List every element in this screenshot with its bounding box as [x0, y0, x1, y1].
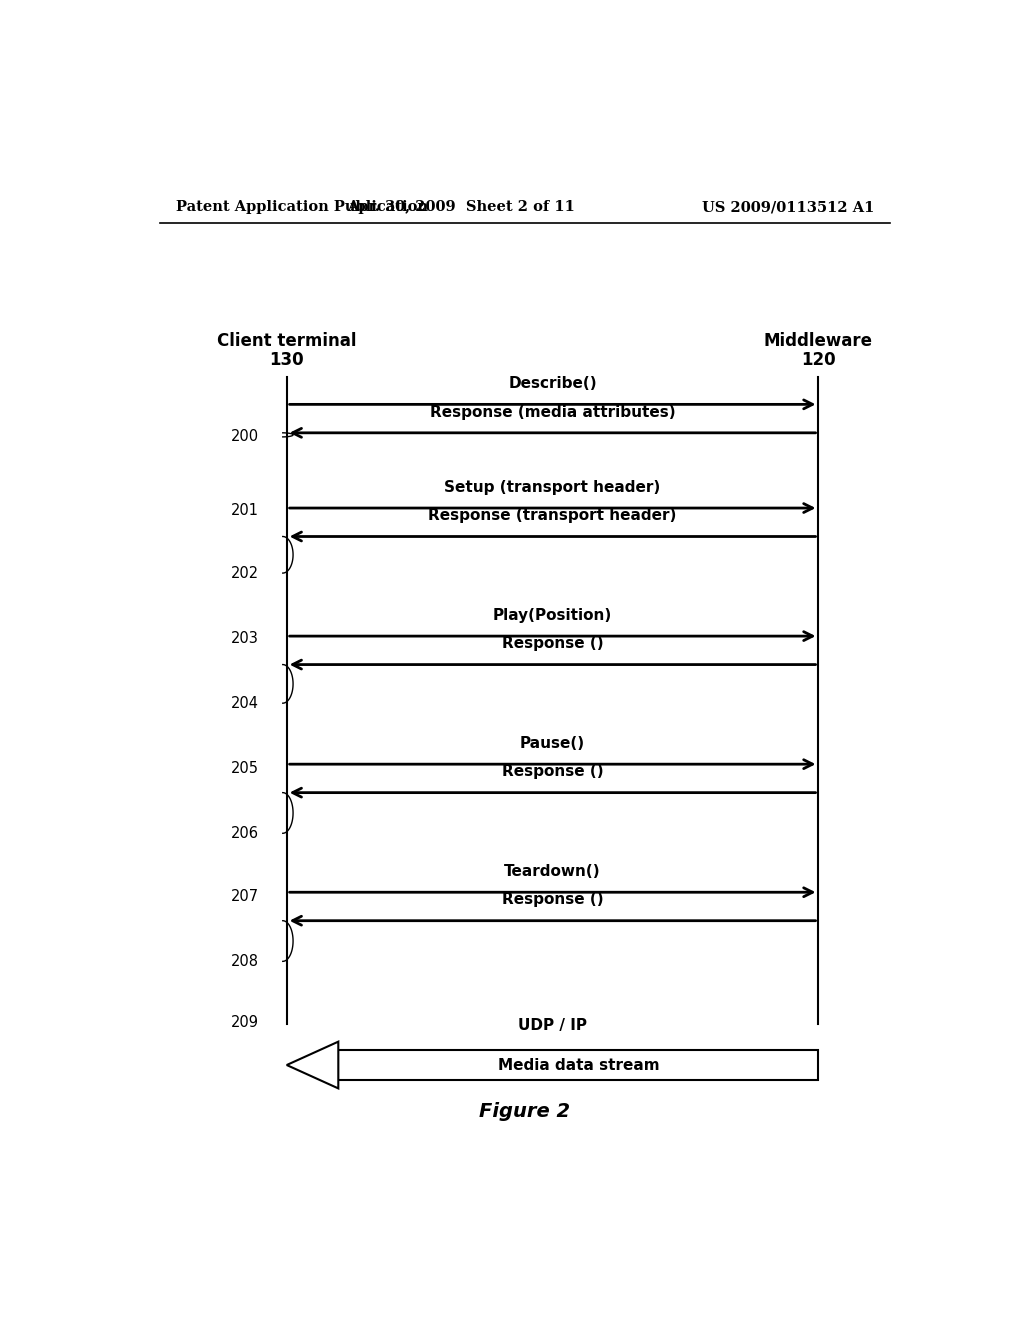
- Text: Pause(): Pause(): [520, 737, 585, 751]
- Text: 203: 203: [231, 631, 259, 645]
- Text: 209: 209: [231, 1015, 259, 1030]
- Text: Figure 2: Figure 2: [479, 1102, 570, 1121]
- Text: Response (transport header): Response (transport header): [428, 508, 677, 523]
- Text: 207: 207: [230, 888, 259, 904]
- Text: 130: 130: [269, 351, 304, 368]
- Text: Patent Application Publication: Patent Application Publication: [176, 201, 428, 214]
- Text: 200: 200: [230, 429, 259, 445]
- Text: Teardown(): Teardown(): [504, 865, 601, 879]
- Text: Response (): Response (): [502, 636, 603, 651]
- Text: UDP / IP: UDP / IP: [518, 1018, 587, 1032]
- Text: Response (): Response (): [502, 764, 603, 779]
- Text: US 2009/0113512 A1: US 2009/0113512 A1: [701, 201, 873, 214]
- Text: Describe(): Describe(): [508, 376, 597, 391]
- Text: Play(Position): Play(Position): [493, 609, 612, 623]
- Text: 202: 202: [230, 565, 259, 581]
- Text: 201: 201: [231, 503, 259, 517]
- Text: 120: 120: [801, 351, 836, 368]
- Text: Response (media attributes): Response (media attributes): [430, 405, 676, 420]
- Text: 205: 205: [231, 760, 259, 776]
- Text: Middleware: Middleware: [764, 333, 872, 350]
- Text: Media data stream: Media data stream: [498, 1057, 659, 1073]
- Text: Response (): Response (): [502, 892, 603, 907]
- Text: Client terminal: Client terminal: [217, 333, 356, 350]
- Text: Apr. 30, 2009  Sheet 2 of 11: Apr. 30, 2009 Sheet 2 of 11: [347, 201, 575, 214]
- Text: 204: 204: [231, 696, 259, 710]
- Polygon shape: [287, 1041, 338, 1089]
- Text: 208: 208: [231, 954, 259, 969]
- Text: Setup (transport header): Setup (transport header): [444, 480, 660, 495]
- Bar: [338, 1049, 818, 1080]
- Text: 206: 206: [231, 826, 259, 841]
